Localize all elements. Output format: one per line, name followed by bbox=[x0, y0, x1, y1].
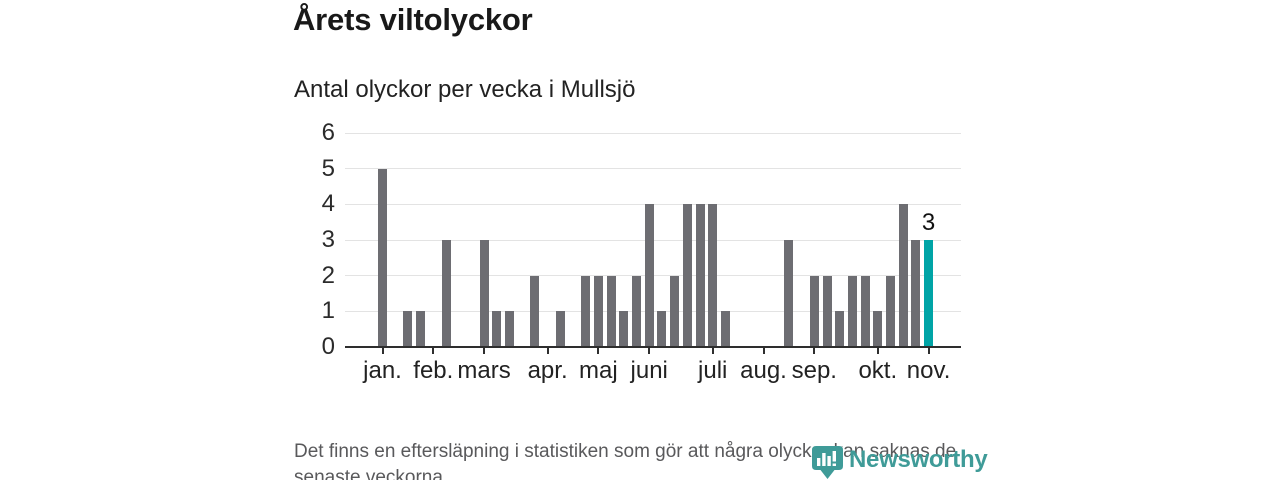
month-tick-label: okt. bbox=[858, 357, 898, 384]
y-axis-label: 4 bbox=[321, 190, 335, 218]
bar bbox=[505, 311, 514, 347]
bar bbox=[670, 275, 680, 347]
y-axis-label: 0 bbox=[321, 333, 335, 360]
y-gridline bbox=[345, 132, 961, 134]
month-tick-label: jan. bbox=[363, 357, 402, 384]
y-axis-label: 3 bbox=[321, 226, 335, 253]
footnote-line: Det finns en eftersläpning i statistiken… bbox=[294, 441, 957, 462]
month-tick-label: apr. bbox=[527, 357, 568, 384]
y-axis-label: 1 bbox=[321, 297, 335, 325]
month-tick bbox=[597, 347, 600, 354]
bar bbox=[657, 311, 667, 347]
bar bbox=[886, 275, 895, 347]
month-tick-label: maj bbox=[579, 357, 618, 384]
chart-subtitle: Antal olyckor per vecka i Mullsjö bbox=[294, 76, 636, 103]
month-tick-label: sep. bbox=[791, 357, 837, 384]
x-axis-line bbox=[345, 346, 961, 348]
bar bbox=[644, 204, 654, 347]
bar bbox=[606, 275, 616, 347]
bar bbox=[555, 311, 565, 347]
footnote: Det finns en eftersläpning i statistiken… bbox=[294, 439, 956, 480]
month-tick bbox=[546, 347, 549, 354]
newsworthy-logo-text: Newsworthy bbox=[849, 446, 988, 473]
bar-highlighted bbox=[924, 240, 934, 347]
bar bbox=[593, 275, 603, 347]
bar bbox=[911, 240, 921, 347]
bar bbox=[695, 204, 705, 347]
footnote-line: senaste veckorna. bbox=[294, 467, 449, 480]
month-tick bbox=[927, 347, 930, 354]
month-tick bbox=[381, 347, 384, 354]
month-tick-label: feb. bbox=[413, 357, 454, 384]
y-axis-label: 5 bbox=[321, 154, 335, 182]
value-annotation: 3 bbox=[921, 209, 936, 236]
month-tick bbox=[762, 347, 765, 354]
bar bbox=[809, 275, 819, 347]
month-tick bbox=[432, 347, 435, 354]
bar bbox=[784, 240, 794, 347]
newsworthy-barchart-pin-icon bbox=[812, 446, 843, 479]
bar bbox=[403, 311, 413, 347]
newsworthy-logo: Newsworthy bbox=[812, 445, 988, 480]
bar bbox=[822, 275, 832, 347]
month-tick bbox=[648, 347, 651, 354]
y-axis-label: 6 bbox=[321, 119, 335, 146]
bar bbox=[378, 168, 387, 347]
month-tick bbox=[813, 347, 816, 354]
bar bbox=[682, 204, 692, 347]
bar bbox=[619, 311, 629, 347]
bar bbox=[860, 275, 870, 347]
bar bbox=[441, 240, 451, 347]
bar bbox=[898, 204, 908, 347]
bar bbox=[873, 311, 883, 347]
bar bbox=[720, 311, 730, 347]
y-axis-label: 2 bbox=[321, 261, 335, 289]
month-tick-label: nov. bbox=[906, 357, 951, 384]
bar bbox=[479, 240, 489, 347]
chart-title: Årets viltolyckor bbox=[293, 2, 533, 37]
bar bbox=[632, 275, 641, 347]
bar bbox=[835, 311, 845, 347]
month-tick bbox=[483, 347, 486, 354]
month-tick bbox=[711, 347, 714, 354]
month-tick-label: aug. bbox=[740, 357, 787, 384]
bar bbox=[416, 311, 426, 347]
bar bbox=[530, 275, 540, 347]
bar bbox=[708, 204, 718, 347]
month-tick-label: mars bbox=[457, 357, 511, 384]
bar bbox=[847, 275, 857, 347]
month-tick-label: juli bbox=[698, 357, 728, 384]
y-gridline bbox=[345, 168, 961, 170]
bar bbox=[581, 275, 591, 347]
month-tick-label: juni bbox=[630, 357, 668, 384]
bar bbox=[492, 311, 502, 347]
month-tick bbox=[876, 347, 879, 354]
